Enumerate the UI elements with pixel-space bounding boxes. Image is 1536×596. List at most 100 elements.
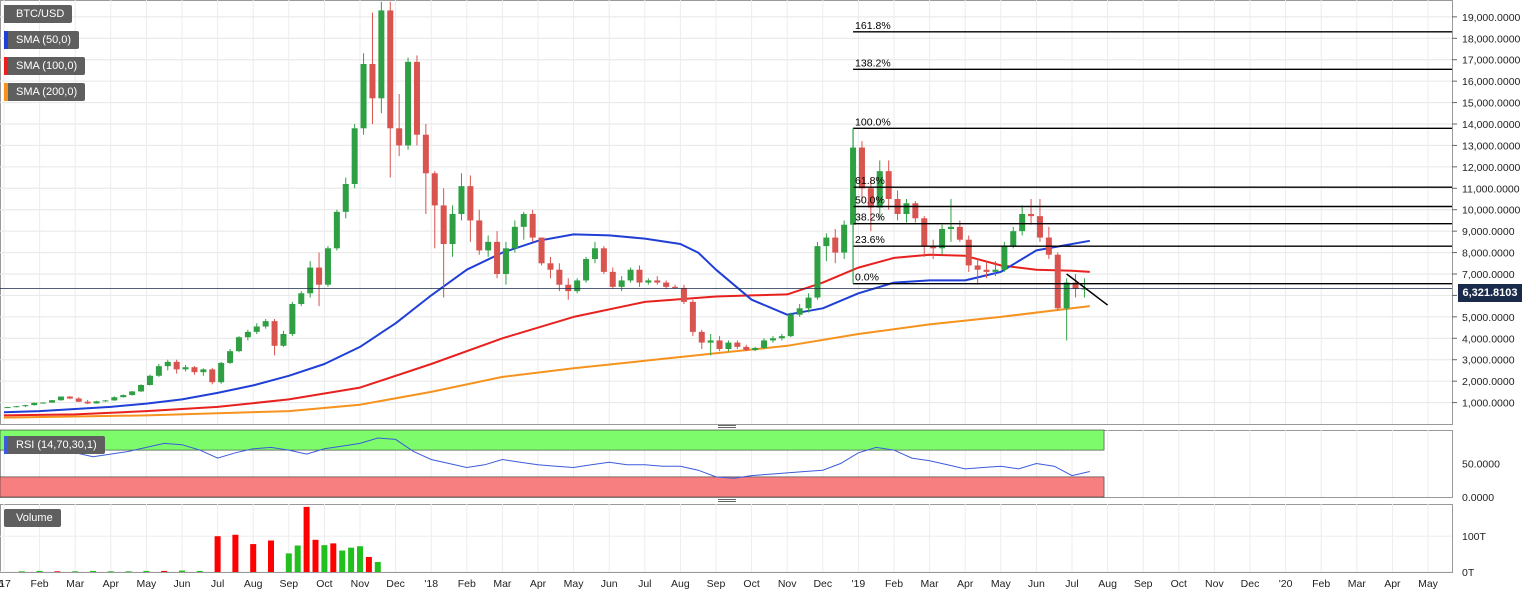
candle-body xyxy=(111,397,118,401)
price-tick-label: 17,000.0000 xyxy=(1462,55,1521,67)
candle-body xyxy=(547,263,554,270)
candle-body xyxy=(707,340,714,343)
candle-body xyxy=(992,269,999,272)
candle-body xyxy=(218,362,225,383)
candle-body xyxy=(983,269,990,272)
month-label: May xyxy=(564,578,585,590)
candle-body xyxy=(636,269,643,283)
price-tick-label: 9,000.0000 xyxy=(1462,226,1515,238)
fibonacci-level-label: 161.8% xyxy=(855,20,891,32)
volume-bar xyxy=(179,570,185,572)
candle-body xyxy=(565,284,572,292)
volume-bar xyxy=(294,545,301,572)
fibonacci-level-label: 138.2% xyxy=(855,57,891,69)
candle-body xyxy=(22,405,29,407)
candle-body xyxy=(1054,254,1061,309)
price-tick-label: 8,000.0000 xyxy=(1462,248,1515,260)
candle-body xyxy=(182,367,189,370)
candle-body xyxy=(903,203,910,214)
month-label: Jun xyxy=(174,578,191,590)
price-panel xyxy=(0,0,1453,425)
sma50-legend[interactable]: SMA (50,0) xyxy=(4,31,80,49)
candle-body xyxy=(324,248,331,285)
candle-body xyxy=(876,171,883,208)
candle-body xyxy=(689,301,696,332)
candle-body xyxy=(574,280,581,292)
month-label: May xyxy=(991,578,1012,590)
candle-body xyxy=(298,293,305,304)
candle-body xyxy=(369,64,376,99)
candle-body xyxy=(289,304,296,334)
candle-body xyxy=(253,326,260,332)
month-label: Oct xyxy=(316,578,332,590)
candle-body xyxy=(921,218,928,247)
candle-body xyxy=(698,331,705,343)
volume-tick-label: 0T xyxy=(1462,567,1475,579)
fibonacci-level-label: 0.0% xyxy=(855,272,879,284)
volume-legend[interactable]: Volume xyxy=(4,509,61,527)
candle-body xyxy=(102,400,109,402)
volume-bar xyxy=(196,570,203,572)
candle-body xyxy=(716,340,723,349)
candle-body xyxy=(422,134,429,174)
price-tick-label: 16,000.0000 xyxy=(1462,76,1521,88)
volume-bar xyxy=(348,547,355,572)
sma200-legend[interactable]: SMA (200,0) xyxy=(4,83,86,101)
volume-bar xyxy=(321,545,328,572)
price-tick-label: 10,000.0000 xyxy=(1462,205,1521,217)
candle-body xyxy=(164,361,171,367)
sma100-legend[interactable]: SMA (100,0) xyxy=(4,57,86,75)
rsi-legend[interactable]: RSI (14,70,30,1) xyxy=(4,436,105,454)
candle-body xyxy=(31,402,38,406)
price-tick-label: 14,000.0000 xyxy=(1462,119,1521,131)
candle-body xyxy=(680,287,687,302)
candle-body xyxy=(280,334,287,346)
volume-bar xyxy=(18,571,25,572)
candle-body xyxy=(591,248,598,259)
candle-body xyxy=(244,331,251,338)
rsi-tick-label: 50.0000 xyxy=(1462,459,1500,471)
month-label: Apr xyxy=(957,578,974,590)
candle-body xyxy=(974,265,981,270)
candle-body xyxy=(307,267,314,294)
candle-body xyxy=(449,214,456,244)
candle-body xyxy=(609,271,616,287)
price-tick-label: 1,000.0000 xyxy=(1462,398,1515,410)
candle-body xyxy=(912,203,919,219)
month-label: Feb xyxy=(31,578,49,590)
candle-body xyxy=(200,369,207,373)
volume-bar xyxy=(107,571,114,572)
candle-body xyxy=(956,226,963,240)
sma100-swatch xyxy=(4,57,8,75)
candle-body xyxy=(885,171,892,199)
month-label: '19 xyxy=(852,578,866,590)
candle-body xyxy=(49,400,56,403)
sma100-line xyxy=(3,253,1090,417)
candle-body xyxy=(413,61,420,135)
volume-bar xyxy=(36,570,43,572)
candle-body xyxy=(867,188,874,208)
candle-body xyxy=(556,269,563,285)
price-tick-label: 18,000.0000 xyxy=(1462,33,1521,45)
month-label: Aug xyxy=(244,578,263,590)
volume-bar xyxy=(232,534,239,572)
symbol-legend[interactable]: BTC/USD xyxy=(4,5,73,23)
candle-body xyxy=(1063,282,1070,309)
candle-body xyxy=(209,369,216,383)
rsi-zones xyxy=(0,429,1105,498)
price-tick-label: 15,000.0000 xyxy=(1462,98,1521,110)
rsi-label: RSI (14,70,30,1) xyxy=(16,439,97,451)
candle-body xyxy=(342,184,349,212)
sma200-label: SMA (200,0) xyxy=(16,86,78,98)
sma50-swatch xyxy=(4,31,8,49)
candle-body xyxy=(1028,214,1035,217)
candle-body xyxy=(146,375,153,385)
month-label: Aug xyxy=(1098,578,1117,590)
sma200-swatch xyxy=(4,83,8,101)
month-label: Feb xyxy=(1312,578,1330,590)
candle-body xyxy=(351,128,358,184)
rsi-series-line xyxy=(3,437,1090,479)
month-label: Jun xyxy=(1028,578,1045,590)
trend-line xyxy=(1066,273,1109,306)
price-tick-label: 12,000.0000 xyxy=(1462,162,1521,174)
